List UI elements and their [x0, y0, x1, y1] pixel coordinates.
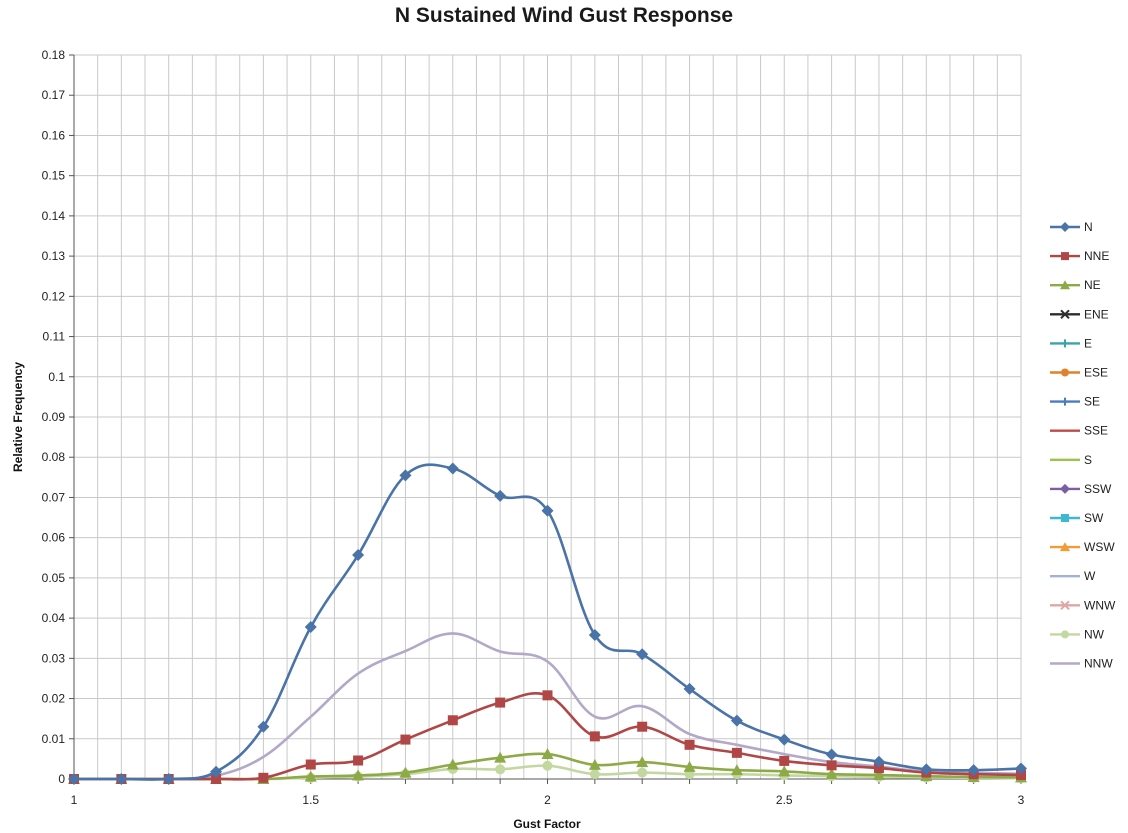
y-tick-label: 0.01 [42, 732, 66, 746]
y-tick-label: 0 [58, 772, 65, 786]
data-point-nne [306, 760, 316, 770]
legend-marker-nne [1061, 252, 1069, 260]
data-point-nne [400, 735, 410, 745]
legend-marker-se [1061, 398, 1069, 406]
data-point-nne [779, 756, 789, 766]
legend-label-ne: NE [1084, 278, 1101, 292]
legend-label-w: W [1084, 569, 1096, 583]
y-tick-label: 0.06 [42, 531, 66, 545]
legend-label-wsw: WSW [1084, 540, 1115, 554]
data-point-n [352, 549, 364, 561]
legend-label-ssw: SSW [1084, 482, 1112, 496]
x-tick-label: 1 [71, 793, 78, 807]
x-tick-label: 2.5 [776, 793, 793, 807]
y-tick-label: 0.03 [42, 651, 66, 665]
y-tick-label: 0.11 [43, 330, 66, 344]
legend-marker-ese [1061, 369, 1069, 377]
data-point-nne [448, 715, 458, 725]
data-point-nne [685, 740, 695, 750]
y-tick-label: 0.05 [42, 571, 66, 585]
legend: N NNE NE ENE E ESE SE SSE S SSW SW WSW W WNW NW NNW [1050, 220, 1116, 671]
data-point-nne [637, 722, 647, 732]
x-tick-label: 1.5 [302, 793, 319, 807]
legend-label-sw: SW [1084, 511, 1104, 525]
data-point-n [305, 621, 317, 633]
legend-label-sse: SSE [1084, 424, 1108, 438]
legend-marker-ssw [1060, 484, 1070, 494]
x-axis-title: Gust Factor [513, 817, 581, 831]
legend-marker-nw [1061, 630, 1069, 638]
y-tick-label: 0.15 [42, 169, 66, 183]
data-point-nne [543, 690, 553, 700]
data-point-nw [495, 764, 505, 774]
y-tick-label: 0.18 [42, 48, 66, 62]
legend-label-nne: NNE [1084, 249, 1109, 263]
data-point-nw [543, 761, 553, 771]
data-point-nne [495, 698, 505, 708]
y-tick-label: 0.1 [48, 370, 65, 384]
data-point-n [778, 734, 790, 746]
data-point-nw [590, 769, 600, 779]
legend-label-ene: ENE [1084, 307, 1109, 321]
data-point-n [447, 462, 459, 474]
y-tick-label: 0.14 [42, 209, 66, 223]
y-tick-label: 0.17 [42, 88, 66, 102]
grid [74, 55, 1021, 779]
y-tick-label: 0.08 [42, 450, 66, 464]
data-point-nne [353, 755, 363, 765]
x-tick-label: 2 [544, 793, 551, 807]
y-tick-label: 0.07 [42, 490, 66, 504]
data-point-n [494, 490, 506, 502]
data-point-nne [590, 731, 600, 741]
legend-label-e: E [1084, 336, 1092, 350]
data-point-nne [827, 760, 837, 770]
y-axis-title: Relative Frequency [11, 362, 25, 472]
legend-label-nnw: NNW [1084, 657, 1113, 671]
legend-label-se: SE [1084, 395, 1100, 409]
x-tick-label: 3 [1018, 793, 1025, 807]
data-point-nw [637, 768, 647, 778]
data-point-nne [258, 773, 268, 783]
y-tick-label: 0.02 [42, 692, 66, 706]
legend-label-s: S [1084, 453, 1092, 467]
legend-marker-e [1061, 339, 1069, 347]
legend-marker-sw [1061, 514, 1069, 522]
data-point-n [731, 715, 743, 727]
y-tick-label: 0.09 [42, 410, 66, 424]
data-point-n [826, 748, 838, 760]
legend-label-nw: NW [1084, 627, 1105, 641]
legend-label-n: N [1084, 220, 1093, 234]
legend-label-ese: ESE [1084, 366, 1108, 380]
y-tick-label: 0.13 [42, 249, 66, 263]
y-tick-label: 0.16 [42, 128, 66, 142]
legend-label-wnw: WNW [1084, 598, 1116, 612]
legend-marker-n [1060, 222, 1070, 232]
y-tick-label: 0.04 [42, 611, 66, 625]
y-tick-label: 0.12 [42, 289, 66, 303]
data-point-nne [732, 748, 742, 758]
